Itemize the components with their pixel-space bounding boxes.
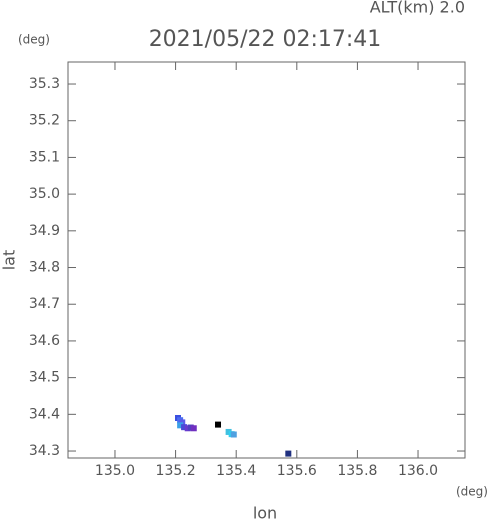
- echo-point: [184, 425, 191, 432]
- x-unit: (deg): [456, 485, 488, 499]
- x-axis-label: lon: [253, 504, 277, 521]
- echo-point: [190, 425, 197, 432]
- y-tick-label: 35.0: [29, 186, 60, 202]
- x-tick-label: 135.4: [216, 463, 256, 479]
- y-tick-label: 34.4: [29, 406, 60, 422]
- echo-point: [225, 428, 232, 435]
- echo-point: [230, 431, 237, 438]
- plot-frame: [67, 61, 466, 459]
- y-axis-label: lat: [0, 250, 19, 271]
- echo-point: [181, 424, 188, 431]
- y-unit: (deg): [18, 33, 50, 47]
- x-tick-label: 135.8: [337, 463, 377, 479]
- x-tick-label: 135.0: [95, 463, 135, 479]
- y-tick-label: 35.2: [29, 113, 60, 129]
- echo-point: [215, 421, 222, 428]
- chart-title: 2021/05/22 02:17:41: [149, 27, 382, 52]
- y-tick-label: 34.5: [29, 370, 60, 386]
- y-tick-label: 34.6: [29, 333, 60, 349]
- y-tick-label: 34.3: [29, 443, 60, 459]
- altitude-label: ALT(km) 2.0: [370, 0, 465, 17]
- x-tick-label: 135.2: [156, 463, 196, 479]
- x-tick-label: 135.6: [277, 463, 317, 479]
- y-tick-label: 34.8: [29, 260, 60, 276]
- y-tick-label: 34.9: [29, 223, 60, 239]
- echo-point: [177, 422, 184, 429]
- echo-point: [285, 450, 292, 457]
- x-tick-label: 136.0: [398, 463, 438, 479]
- echo-point: [187, 424, 194, 431]
- y-tick-label: 35.1: [29, 149, 60, 165]
- y-tick-label: 35.3: [29, 76, 60, 92]
- y-tick-label: 34.7: [29, 296, 60, 312]
